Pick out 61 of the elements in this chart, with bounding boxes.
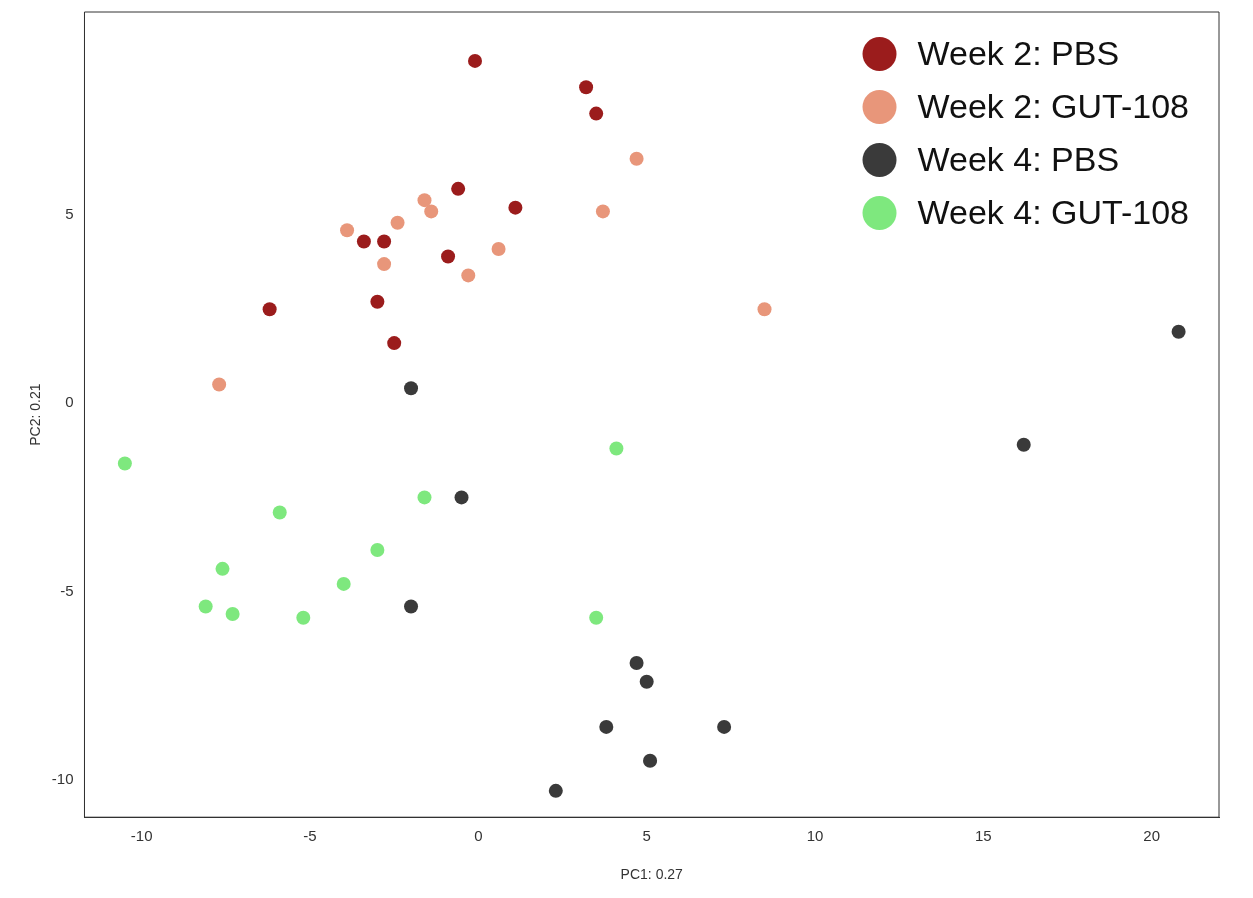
- x-tick-label: 5: [642, 827, 651, 845]
- legend-label: Week 2: GUT-108: [917, 87, 1190, 126]
- point: [370, 543, 385, 558]
- point: [629, 655, 644, 670]
- point: [272, 505, 287, 520]
- point: [589, 106, 604, 121]
- x-axis-title: PC1: 0.27: [620, 866, 684, 883]
- point: [404, 381, 419, 396]
- y-tick-label: 5: [65, 205, 74, 223]
- point: [417, 490, 432, 505]
- legend-label: Week 2: PBS: [917, 34, 1120, 73]
- point: [212, 377, 227, 392]
- point: [441, 249, 456, 264]
- point: [198, 599, 213, 614]
- point: [370, 294, 385, 309]
- point: [468, 53, 482, 68]
- point: [377, 234, 392, 249]
- point: [336, 576, 351, 591]
- point: [589, 610, 604, 625]
- point: [491, 242, 506, 257]
- point: [629, 151, 644, 166]
- legend-label: Week 4: PBS: [917, 140, 1120, 179]
- point: [454, 490, 469, 505]
- point: [451, 181, 466, 196]
- point: [548, 783, 563, 798]
- point: [639, 674, 654, 689]
- point: [225, 607, 240, 622]
- point: [461, 268, 476, 283]
- point: [579, 80, 594, 95]
- x-tick-label: 15: [975, 827, 992, 845]
- point: [717, 719, 732, 734]
- point: [508, 200, 523, 215]
- y-tick-label: -10: [51, 769, 74, 787]
- point: [1171, 324, 1186, 339]
- point: [609, 441, 624, 456]
- x-tick-label: -5: [303, 827, 317, 845]
- point: [356, 234, 371, 249]
- point: [599, 719, 614, 734]
- point: [757, 302, 772, 317]
- point: [643, 753, 658, 768]
- point: [1016, 437, 1031, 452]
- point: [215, 561, 230, 576]
- point: [595, 204, 610, 219]
- x-tick-label: 0: [474, 827, 483, 845]
- point: [390, 215, 405, 230]
- x-tick-label: -10: [130, 827, 153, 845]
- point: [417, 193, 432, 208]
- point: [387, 336, 402, 351]
- x-tick-label: 10: [806, 827, 824, 845]
- y-tick-label: -5: [60, 581, 74, 599]
- point: [262, 302, 277, 317]
- point: [404, 599, 419, 614]
- point: [117, 456, 132, 471]
- point: [424, 204, 439, 219]
- y-axis-title: PC2: 0.21: [27, 383, 44, 446]
- legend-label: Week 4: GUT-108: [917, 193, 1190, 232]
- y-tick-label: 0: [65, 393, 74, 411]
- point: [296, 610, 311, 625]
- point: [340, 223, 355, 238]
- point: [377, 257, 392, 272]
- x-tick-label: 20: [1143, 827, 1161, 845]
